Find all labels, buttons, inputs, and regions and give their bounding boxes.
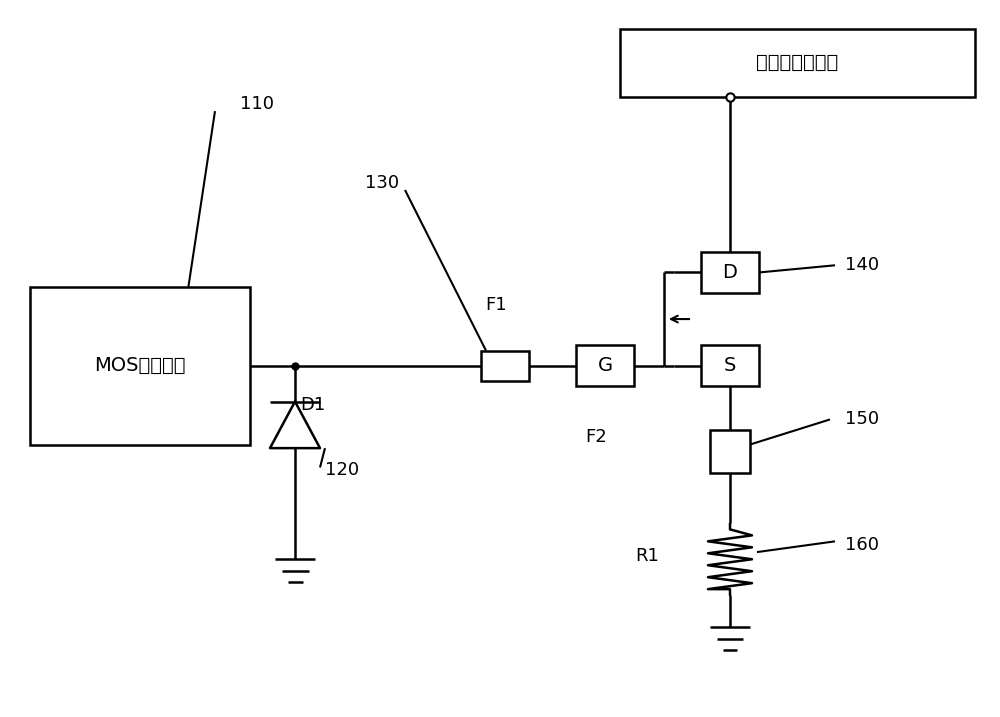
Text: 140: 140 <box>845 256 879 275</box>
Bar <box>710 430 750 473</box>
Text: 130: 130 <box>365 174 399 192</box>
Text: D: D <box>723 263 737 282</box>
Bar <box>30 287 250 445</box>
Text: F1: F1 <box>485 295 507 314</box>
Text: 160: 160 <box>845 536 879 554</box>
Bar <box>701 252 759 293</box>
Text: G: G <box>597 356 613 375</box>
Text: MOS管驱动器: MOS管驱动器 <box>94 356 186 375</box>
Bar <box>701 345 759 386</box>
Text: 150: 150 <box>845 410 879 429</box>
Text: F2: F2 <box>585 428 607 447</box>
Text: R1: R1 <box>635 546 659 565</box>
Bar <box>481 351 529 381</box>
Bar <box>620 29 975 97</box>
Text: 120: 120 <box>325 460 359 479</box>
Bar <box>576 345 634 386</box>
Text: 110: 110 <box>240 95 274 113</box>
Text: D1: D1 <box>300 396 325 414</box>
Text: S: S <box>724 356 736 375</box>
Text: 被测电源接入点: 被测电源接入点 <box>756 53 839 72</box>
